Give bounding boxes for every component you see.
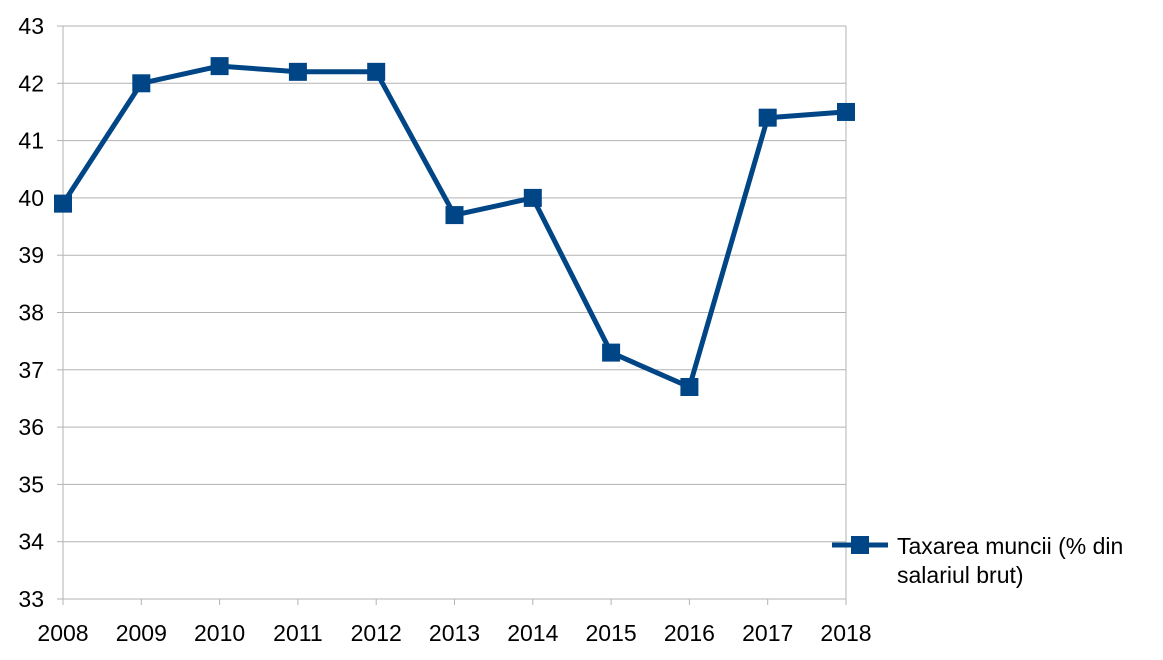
y-tick-label-40: 40	[18, 185, 44, 211]
y-tick-label-34: 34	[18, 529, 44, 555]
x-tick-label-2016: 2016	[664, 620, 715, 646]
x-tick-label-2012: 2012	[351, 620, 402, 646]
x-tick-label-2008: 2008	[37, 620, 88, 646]
y-tick-label-35: 35	[18, 471, 44, 497]
y-tick-label-36: 36	[18, 414, 44, 440]
x-tick-label-2014: 2014	[507, 620, 558, 646]
y-tick-label-42: 42	[18, 70, 44, 96]
x-tick-label-2017: 2017	[742, 620, 793, 646]
x-tick-label-2018: 2018	[820, 620, 871, 646]
data-point-2009	[132, 74, 151, 93]
legend: Taxarea muncii (% din salariul brut)	[832, 533, 1123, 588]
data-point-2015	[602, 343, 621, 362]
y-tick-label-39: 39	[18, 242, 44, 268]
data-point-2017	[758, 108, 777, 127]
y-tick-label-33: 33	[18, 586, 44, 612]
data-point-2008	[54, 194, 72, 213]
series-layer	[54, 57, 855, 396]
data-point-2013	[445, 206, 464, 225]
y-tick-label-41: 41	[18, 128, 44, 154]
data-point-2018	[837, 102, 855, 121]
y-tick-label-38: 38	[18, 300, 44, 326]
x-tick-label-2015: 2015	[586, 620, 637, 646]
data-point-2010	[210, 57, 229, 76]
series-line-0	[60, 63, 849, 390]
data-point-2014	[523, 188, 542, 207]
x-tick-label-2009: 2009	[116, 620, 167, 646]
legend-label-line-1: Taxarea muncii (% din	[897, 533, 1123, 559]
data-point-2012	[367, 62, 386, 81]
y-tick-label-37: 37	[18, 357, 44, 383]
data-point-2011	[288, 62, 307, 81]
y-tick-label-43: 43	[18, 13, 44, 39]
legend-marker-swatch	[851, 536, 869, 554]
x-tick-label-2010: 2010	[194, 620, 245, 646]
grid-lines	[63, 25, 846, 600]
legend-label-line-2: salariul brut)	[897, 562, 1024, 588]
x-tick-label-2011: 2011	[273, 620, 322, 646]
data-point-2016	[680, 377, 699, 396]
x-tick-label-2013: 2013	[429, 620, 480, 646]
axes: 33 34 35 36 37 38 39 40 41 42 43 2008 2009 2010 2011 20…	[18, 13, 871, 646]
